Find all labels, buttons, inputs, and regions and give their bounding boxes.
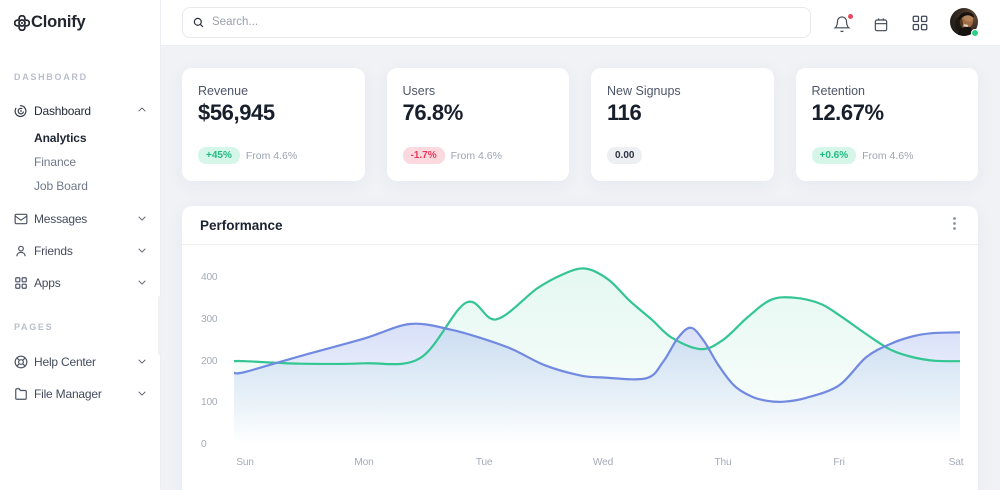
svg-text:400: 400 [201,272,218,283]
svg-text:0: 0 [201,439,207,450]
svg-text:Fri: Fri [833,457,844,468]
svg-text:200: 200 [201,356,218,367]
svg-text:100: 100 [201,397,218,408]
svg-text:Thu: Thu [715,457,732,468]
svg-text:Mon: Mon [354,457,373,468]
svg-text:300: 300 [201,314,218,325]
svg-text:Sun: Sun [236,457,254,468]
svg-text:Tue: Tue [476,457,493,468]
svg-text:Wed: Wed [593,457,614,468]
svg-text:Sat: Sat [949,457,964,468]
